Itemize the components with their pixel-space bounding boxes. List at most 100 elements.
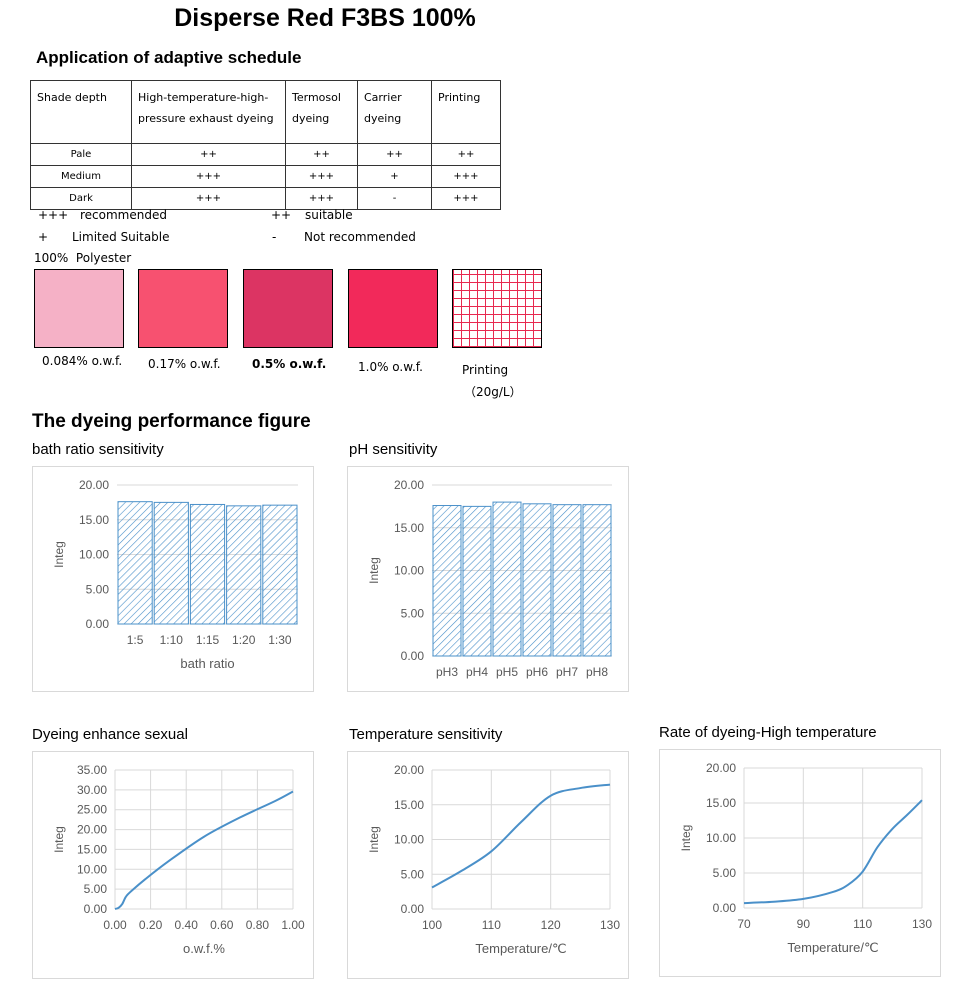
cell-value: +++ [285, 187, 358, 210]
enhance-chart-svg: 0.00 5.00 10.00 15.00 20.00 25.00 30.00 35.00 In… [52, 763, 305, 956]
bar [189, 503, 226, 625]
y-axis-label: Integ [52, 541, 66, 568]
x-tick-label: pH4 [466, 665, 488, 679]
legend-recommended-symbol: +++ [38, 208, 69, 222]
legend-limited-text: Limited Suitable [72, 230, 170, 244]
y-tick-label: 20.00 [394, 478, 424, 492]
y-tick-label: 20.00 [706, 761, 736, 775]
x-tick-label: pH5 [496, 665, 518, 679]
y-tick-label: 0.00 [401, 649, 425, 663]
col-printing: Printing [431, 80, 501, 144]
y-tick-label: 5.00 [713, 866, 737, 880]
legend-recommended-text: recommended [80, 208, 167, 222]
cell-value: +++ [285, 165, 358, 188]
chart-bath-ratio: 0.00 5.00 10.00 15.00 20.00 Integ 1:5 1:10 1:15 1… [32, 466, 314, 692]
y-tick-label: 15.00 [79, 513, 109, 527]
x-tick-label: 130 [600, 918, 620, 932]
cell-value: + [357, 165, 432, 188]
x-tick-label: pH6 [526, 665, 548, 679]
cell-value: +++ [431, 165, 501, 188]
x-tick-label: pH8 [586, 665, 608, 679]
legend-not-symbol: - [272, 230, 277, 244]
y-tick-label: 10.00 [77, 862, 107, 876]
y-tick-label: 10.00 [394, 564, 424, 578]
legend-not-text: Not recommended [304, 230, 416, 244]
swatch-printing [452, 269, 542, 348]
cell-value: ++ [431, 143, 501, 166]
y-tick-label: 10.00 [79, 548, 109, 562]
table-header-row: Shade depth High-temperature-high-pressu… [30, 80, 501, 144]
x-tick-label: 1:30 [268, 633, 292, 647]
cell-value: +++ [131, 187, 286, 210]
table-row: Medium +++ +++ + +++ [30, 165, 501, 188]
y-tick-label: 35.00 [77, 763, 107, 777]
y-tick-label: 10.00 [394, 833, 424, 847]
x-tick-label: 130 [912, 917, 932, 931]
y-axis-label: Integ [679, 825, 693, 852]
swatch-label: 1.0% o.w.f. [358, 360, 423, 374]
bar [226, 505, 262, 625]
chart-enhance: 0.00 5.00 10.00 15.00 20.00 25.00 30.00 35.00 In… [32, 751, 314, 979]
col-carrier-dyeing: Carrier dyeing [357, 80, 432, 144]
bar [432, 505, 462, 657]
y-tick-label: 25.00 [77, 803, 107, 817]
x-axis-label: Temperature/℃ [787, 940, 878, 955]
cell-value: +++ [131, 165, 286, 188]
x-tick-label: 0.80 [246, 918, 270, 932]
legend-limited-symbol: + [38, 230, 49, 244]
y-tick-label: 10.00 [706, 831, 736, 845]
cell-value: +++ [431, 187, 501, 210]
y-tick-label: 5.00 [84, 882, 108, 896]
y-tick-label: 15.00 [394, 521, 424, 535]
cell-depth: Medium [30, 165, 132, 188]
bar [552, 504, 582, 657]
bar [462, 505, 492, 657]
x-tick-label: 1:15 [196, 633, 220, 647]
page-title: Disperse Red F3BS 100% [174, 4, 476, 32]
chart-title-ph: pH sensitivity [349, 441, 438, 458]
legend-suitable-text: suitable [305, 208, 353, 222]
y-tick-label: 5.00 [401, 867, 425, 881]
y-tick-label: 0.00 [86, 617, 110, 631]
bath-ratio-chart-svg: 0.00 5.00 10.00 15.00 20.00 Integ 1:5 1:10 1:15 1… [52, 478, 298, 671]
swatch-label: 0.17% o.w.f. [148, 357, 221, 371]
x-tick-label: 1:10 [160, 633, 184, 647]
swatch-label: 0.084% o.w.f. [42, 354, 123, 368]
swatch-10 [348, 269, 438, 348]
schedule-table: Shade depth High-temperature-high-pressu… [30, 80, 501, 210]
series-line [114, 790, 294, 910]
x-tick-label: pH7 [556, 665, 578, 679]
y-tick-label: 20.00 [79, 478, 109, 492]
y-tick-label: 0.00 [401, 902, 425, 916]
x-axis-label: Temperature/℃ [475, 941, 566, 956]
x-tick-label: 0.40 [175, 918, 199, 932]
bar [153, 501, 189, 625]
cell-value: ++ [131, 143, 286, 166]
schedule-heading: Application of adaptive schedule [36, 48, 302, 67]
y-tick-label: 0.00 [84, 902, 108, 916]
series-line [743, 799, 923, 905]
x-tick-label: 70 [737, 917, 751, 931]
legend-suitable-symbol: ++ [271, 208, 292, 222]
col-shade-depth: Shade depth [30, 80, 132, 144]
swatch-05 [243, 269, 333, 348]
chart-title-enhance: Dyeing enhance sexual [32, 726, 188, 743]
y-tick-label: 15.00 [77, 842, 107, 856]
cell-value: ++ [357, 143, 432, 166]
rate-chart-svg: 0.00 5.00 10.00 15.00 20.00 Integ 70 90 110 130 Te… [679, 761, 932, 955]
bar [492, 501, 522, 657]
chart-title-rate: Rate of dyeing-High temperature [659, 724, 877, 741]
y-tick-label: 20.00 [394, 763, 424, 777]
y-axis-label: Integ [367, 557, 381, 584]
chart-ph: 0.00 5.00 10.00 15.00 20.00 Integ pH3 pH4 pH5 pH6… [347, 466, 629, 692]
y-tick-label: 0.00 [713, 901, 737, 915]
cell-depth: Pale [30, 143, 132, 166]
cell-value: ++ [285, 143, 358, 166]
y-tick-label: 30.00 [77, 783, 107, 797]
printing-concentration: （20g/L） [464, 385, 522, 399]
y-tick-label: 15.00 [706, 796, 736, 810]
cell-value: - [357, 187, 432, 210]
performance-heading: The dyeing performance figure [32, 411, 311, 432]
chart-rate: 0.00 5.00 10.00 15.00 20.00 Integ 70 90 110 130 Te… [659, 749, 941, 977]
x-tick-label: 1:5 [127, 633, 144, 647]
